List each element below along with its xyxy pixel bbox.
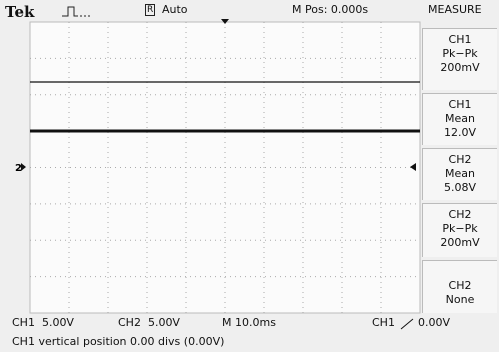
menu-item-line: 12.0V [423,126,497,140]
menu-title: MEASURE [428,3,482,16]
menu-item-line: None [423,293,497,307]
oscilloscope-screen: Tek R Auto M Pos: 0.000s MEASURE 2 CH1Pk… [0,0,499,352]
menu-item-line: 5.08V [423,181,497,195]
timebase: M 10.0ms [222,316,276,329]
ch2-marker-label: 2 [15,163,22,174]
ch2-scale: CH2 5.00V [118,316,180,329]
menu-item-line: CH2 [423,208,497,222]
menu-item-line: CH1 [423,98,497,112]
trigger-source: CH1 [372,316,395,329]
trigger-slope-icon [399,318,417,330]
menu-item-line: CH2 [423,279,497,293]
menu-item-line: 200mV [423,61,497,75]
menu-item-line: CH2 [423,153,497,167]
menu-item-line: Pk−Pk [423,47,497,61]
ch1-scale: CH1 5.00V [12,316,74,329]
menu-item-line: Pk−Pk [423,222,497,236]
trigger-level: 0.00V [418,316,450,329]
graticule: 2 [0,0,422,320]
menu-item-line: Mean [423,112,497,126]
menu-item-line: 200mV [423,236,497,250]
message: CH1 vertical position 0.00 divs (0.00V) [12,335,224,348]
menu-item-line: CH1 [423,33,497,47]
menu-item-line: Mean [423,167,497,181]
